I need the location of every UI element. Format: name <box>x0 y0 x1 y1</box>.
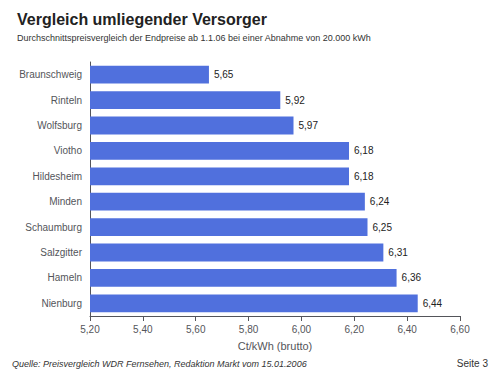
svg-text:Nienburg: Nienburg <box>41 298 82 309</box>
svg-text:6,31: 6,31 <box>388 247 408 258</box>
svg-text:6,18: 6,18 <box>354 145 374 156</box>
svg-text:Vergleich umliegender Versorge: Vergleich umliegender Versorger <box>17 11 267 28</box>
svg-text:6,25: 6,25 <box>373 222 393 233</box>
svg-text:6,36: 6,36 <box>402 272 422 283</box>
svg-text:Hildesheim: Hildesheim <box>33 171 82 182</box>
svg-text:Quelle: Preisvergleich WDR Fer: Quelle: Preisvergleich WDR Fernsehen, Re… <box>12 359 307 369</box>
svg-text:6,18: 6,18 <box>354 171 374 182</box>
svg-text:6,00: 6,00 <box>292 324 312 335</box>
svg-text:5,80: 5,80 <box>239 324 259 335</box>
svg-text:6,20: 6,20 <box>345 324 365 335</box>
svg-text:5,65: 5,65 <box>214 69 234 80</box>
svg-text:Minden: Minden <box>49 196 82 207</box>
svg-text:5,60: 5,60 <box>186 324 206 335</box>
svg-text:Viotho: Viotho <box>54 145 83 156</box>
svg-text:5,97: 5,97 <box>299 120 319 131</box>
svg-text:6,44: 6,44 <box>423 298 443 309</box>
svg-text:Durchschnittspreisvergleich de: Durchschnittspreisvergleich der Endpreis… <box>17 33 371 43</box>
svg-text:Seite 3: Seite 3 <box>457 358 489 369</box>
svg-text:5,40: 5,40 <box>133 324 153 335</box>
svg-text:Rinteln: Rinteln <box>51 95 82 106</box>
svg-text:5,20: 5,20 <box>80 324 100 335</box>
svg-text:Ct/kWh (brutto): Ct/kWh (brutto) <box>238 340 313 352</box>
svg-text:Hameln: Hameln <box>48 272 82 283</box>
svg-text:Salzgitter: Salzgitter <box>40 247 82 258</box>
svg-text:Braunschweig: Braunschweig <box>19 69 82 80</box>
svg-text:5,92: 5,92 <box>285 95 305 106</box>
svg-text:6,60: 6,60 <box>450 324 470 335</box>
svg-text:6,40: 6,40 <box>397 324 417 335</box>
svg-text:6,24: 6,24 <box>370 196 390 207</box>
svg-text:Schaumburg: Schaumburg <box>25 222 82 233</box>
svg-text:Wolfsburg: Wolfsburg <box>37 120 82 131</box>
